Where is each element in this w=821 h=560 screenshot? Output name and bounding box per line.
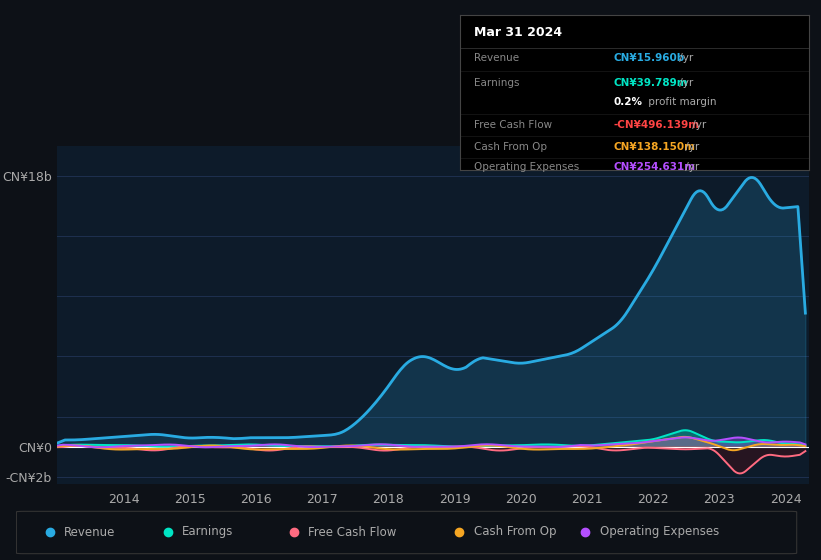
Text: CN¥254.631m: CN¥254.631m: [613, 162, 695, 172]
FancyBboxPatch shape: [16, 511, 796, 554]
Text: Free Cash Flow: Free Cash Flow: [474, 120, 552, 130]
Text: 0.2%: 0.2%: [613, 97, 642, 107]
Text: Operating Expenses: Operating Expenses: [599, 525, 719, 539]
Text: /yr: /yr: [682, 162, 699, 172]
Text: /yr: /yr: [682, 142, 699, 152]
Text: Earnings: Earnings: [474, 78, 519, 88]
Text: CN¥39.789m: CN¥39.789m: [613, 78, 688, 88]
Text: CN¥138.150m: CN¥138.150m: [613, 142, 695, 152]
Text: Mar 31 2024: Mar 31 2024: [474, 26, 562, 39]
Text: Free Cash Flow: Free Cash Flow: [308, 525, 397, 539]
Text: Cash From Op: Cash From Op: [474, 525, 556, 539]
Text: Operating Expenses: Operating Expenses: [474, 162, 579, 172]
Text: Earnings: Earnings: [182, 525, 233, 539]
Text: Cash From Op: Cash From Op: [474, 142, 547, 152]
Text: profit margin: profit margin: [644, 97, 716, 107]
Text: Revenue: Revenue: [64, 525, 115, 539]
Text: /yr: /yr: [689, 120, 706, 130]
Text: /yr: /yr: [677, 53, 694, 63]
Text: Revenue: Revenue: [474, 53, 519, 63]
Text: CN¥15.960b: CN¥15.960b: [613, 53, 685, 63]
Text: /yr: /yr: [677, 78, 694, 88]
Text: -CN¥496.139m: -CN¥496.139m: [613, 120, 699, 130]
